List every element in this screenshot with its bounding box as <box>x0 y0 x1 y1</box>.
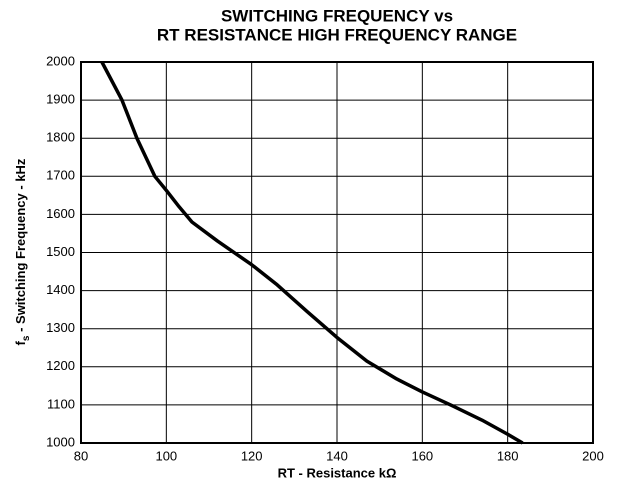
x-tick-label: 180 <box>497 448 519 463</box>
x-tick-label: 200 <box>582 448 604 463</box>
x-tick-label: 100 <box>155 448 177 463</box>
y-tick-label: 1300 <box>46 320 75 335</box>
x-tick-label: 160 <box>411 448 433 463</box>
y-axis-label: fs - Switching Frequency - kHz <box>13 158 31 345</box>
y-tick-label: 1100 <box>47 396 75 411</box>
x-tick-label: 120 <box>241 448 263 463</box>
chart-title: RT RESISTANCE HIGH FREQUENCY RANGE <box>157 25 517 44</box>
x-axis-label: RT - Resistance kΩ <box>278 465 397 480</box>
chart-title: SWITCHING FREQUENCY vs <box>221 6 453 25</box>
y-tick-label: 2000 <box>46 53 75 68</box>
y-label-text: - Switching Frequency - kHz <box>13 158 28 335</box>
y-label-symbol: f <box>13 340 28 345</box>
y-tick-label: 1500 <box>46 244 75 259</box>
y-tick-label: 1700 <box>46 168 75 183</box>
x-tick-label: 80 <box>74 448 88 463</box>
y-tick-label: 1200 <box>46 358 75 373</box>
plot-frame <box>80 61 594 444</box>
y-label-subscript: s <box>21 335 32 341</box>
y-tick-label: 1800 <box>46 130 75 145</box>
y-tick-label: 1000 <box>46 434 75 449</box>
y-tick-label: 1600 <box>46 206 75 221</box>
y-tick-label: 1900 <box>46 92 75 107</box>
data-line <box>100 61 524 445</box>
y-tick-label: 1400 <box>46 282 75 297</box>
x-tick-label: 140 <box>326 448 348 463</box>
